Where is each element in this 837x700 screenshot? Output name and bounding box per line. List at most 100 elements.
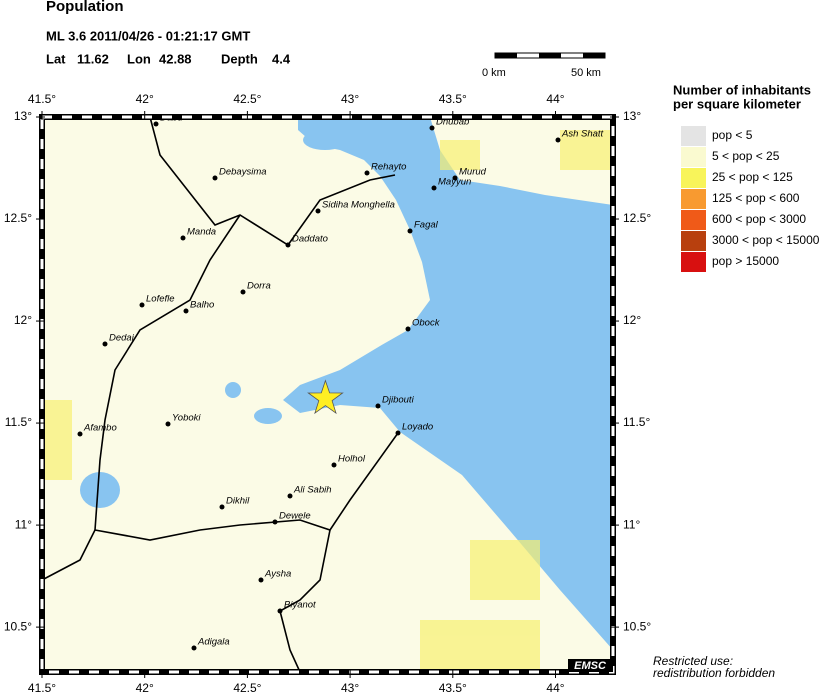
scale-label: 0 km: [482, 67, 506, 79]
event-info: ML 3.6 2011/04/26 - 01:21:17 GMT: [46, 28, 250, 43]
place-label: Ash Shatt: [561, 129, 604, 140]
legend-title: per square kilometer: [673, 96, 801, 111]
scale-bar: 0 km 50 km: [482, 52, 606, 79]
place-label: Afambo: [83, 423, 117, 434]
place-label: Aysha: [264, 569, 291, 580]
place-label: Fagal: [414, 220, 439, 231]
y-tick-label: 10.5°: [623, 619, 651, 633]
legend-swatch: [681, 126, 706, 146]
place-label: Djibouti: [382, 395, 415, 406]
x-tick-label: 44°: [546, 92, 564, 106]
legend-label: 125 < pop < 600: [712, 191, 800, 205]
place-label: Obock: [412, 318, 441, 329]
place-dot: [287, 493, 293, 499]
note: redistribution forbidden: [653, 666, 775, 680]
y-tick-label: 13°: [623, 109, 641, 123]
y-tick-label: 11.5°: [5, 415, 32, 429]
legend-title: Number of inhabitants: [673, 82, 811, 97]
place-label: Rehayto: [371, 162, 406, 173]
place-dot: [183, 308, 189, 314]
legend: pop < 5 5 < pop < 25 25 < pop < 125 125 < p…: [681, 126, 820, 272]
place-label: Daddato: [292, 234, 328, 245]
legend-label: 600 < pop < 3000: [712, 212, 806, 226]
borders: [41, 116, 399, 673]
population-patches: [42, 130, 610, 670]
badge-bg: [568, 659, 613, 672]
place-label: Ali Sabih: [293, 485, 332, 496]
place-label: Mayyun: [438, 177, 471, 188]
place-dot: [212, 175, 218, 181]
place-label: Adigala: [197, 637, 230, 648]
place-dot: [452, 175, 458, 181]
legend-label: 3000 < pop < 15000: [712, 233, 820, 247]
y-tick-label: 11.5°: [623, 415, 650, 429]
y-tick-label: 11°: [623, 517, 640, 531]
place-dot: [77, 431, 83, 437]
lake: [225, 382, 241, 398]
place-dot: [395, 430, 401, 436]
legend-swatch: [681, 231, 706, 251]
place-dot: [285, 242, 291, 248]
place-label: Loyado: [402, 422, 433, 433]
depth-value: 4.4: [272, 51, 291, 66]
place-dot: [364, 170, 370, 176]
lat-value: 11.62: [77, 51, 109, 66]
sea: [283, 117, 613, 650]
x-tick-label: 42°: [136, 681, 154, 695]
note: Restricted use:: [653, 654, 733, 668]
place-label: Holhol: [338, 454, 366, 465]
place-dot: [555, 137, 561, 143]
place-label: Yoboki: [172, 413, 201, 424]
legend-swatch: [681, 189, 706, 209]
place-label: Manda: [187, 227, 216, 238]
legend-label: 5 < pop < 25: [712, 149, 780, 163]
place-dot: [191, 645, 197, 651]
place-label: Dhubab: [436, 117, 469, 128]
place-dot: [240, 289, 246, 295]
place-dot: [219, 504, 225, 510]
legend-label: pop < 5: [712, 128, 753, 142]
y-tick-label: 11°: [15, 517, 32, 531]
y-tick-label: 12°: [14, 313, 32, 327]
place-label: Balho: [190, 300, 214, 311]
lon-value: 42.88: [159, 51, 192, 66]
place-dot: [139, 302, 145, 308]
y-tick-label: 13°: [14, 109, 32, 123]
place-label: Dorra: [247, 281, 271, 292]
title: Population: [46, 0, 124, 15]
place-dot: [375, 403, 381, 409]
badge: EMSC: [574, 660, 607, 672]
x-tick-label: 42.5°: [233, 92, 261, 106]
place-label: Sidiha Monghella: [322, 200, 395, 211]
place-dot: [405, 326, 411, 332]
place-dot: [102, 341, 108, 347]
place-label: Murud: [459, 167, 487, 178]
place-dot: [272, 519, 278, 525]
scale-label: 50 km: [571, 67, 601, 79]
place-label: Dewele: [279, 511, 311, 522]
x-tick-label: 41.5°: [28, 681, 56, 695]
legend-swatch: [681, 147, 706, 167]
place-dot: [153, 121, 159, 127]
x-tick-label: 43°: [341, 92, 359, 106]
x-tick-label: 42.5°: [233, 681, 261, 695]
x-tick-label: 43.5°: [439, 681, 467, 695]
axes: 41.5° 41.5° 42° 42° 42.5° 42.5° 43° 43° 43.5° 43.…: [4, 92, 652, 695]
place-dot: [180, 235, 186, 241]
lake: [303, 130, 347, 150]
place-dot: [165, 421, 171, 427]
lon-label: Lon: [127, 51, 151, 66]
x-tick-label: 41.5°: [28, 92, 56, 106]
legend-label: pop > 15000: [712, 254, 779, 268]
x-tick-label: 43.5°: [439, 92, 467, 106]
place-dot: [431, 185, 437, 191]
x-tick-label: 44°: [546, 681, 564, 695]
place-dot: [315, 208, 321, 214]
place-dot: [277, 608, 283, 614]
place-dot: [429, 125, 435, 131]
place-label: Dikhil: [226, 496, 250, 507]
place-label: Biyanot: [284, 600, 316, 611]
epicenter: [307, 379, 344, 415]
